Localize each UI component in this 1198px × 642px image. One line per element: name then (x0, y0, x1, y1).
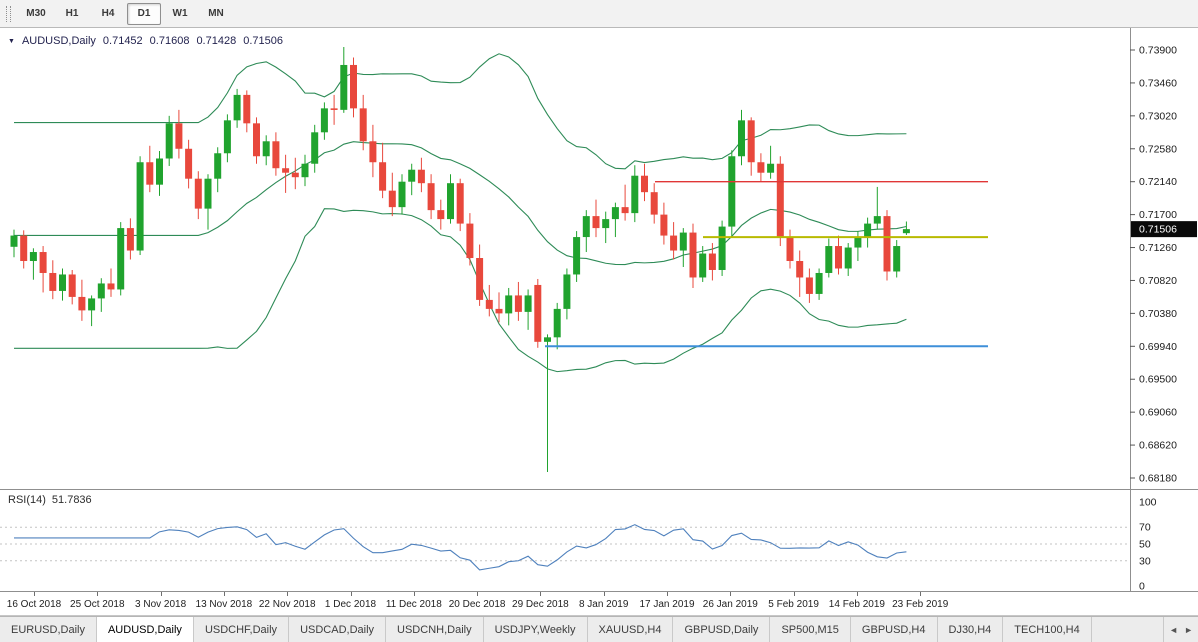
ohlc-low: 0.71428 (196, 35, 237, 47)
ohlc-close: 0.71506 (243, 35, 283, 47)
ohlc-high: 0.71608 (149, 35, 190, 47)
date-tick (477, 592, 479, 596)
date-axis[interactable]: 16 Oct 2018 25 Oct 2018 3 Nov 2018 13 Nov 2… (0, 592, 1198, 616)
rsi-value: 51.7836 (51, 494, 92, 506)
price-tick-label: 0.69500 (1139, 374, 1177, 386)
rsi-chart[interactable]: 100 70 50 30 0 (0, 490, 1198, 591)
symbol-tab-usdjpy-weekly[interactable]: USDJPY,Weekly (484, 617, 588, 642)
date-label: 20 Dec 2018 (448, 599, 506, 610)
rsi-line (14, 524, 907, 571)
symbol-tab-gbpusd-h4[interactable]: GBPUSD,H4 (851, 617, 938, 642)
date-label: 29 Dec 2018 (512, 599, 569, 610)
rsi-panel: 100 70 50 30 0 RSI(14) 51.7836 (0, 490, 1198, 592)
date-tick (413, 592, 415, 596)
rsi-scale-label: 50 (1139, 539, 1151, 551)
price-tick-label: 0.72140 (1139, 176, 1177, 188)
date-label: 23 Feb 2019 (892, 599, 949, 610)
price-tick-label: 0.69060 (1139, 407, 1177, 419)
price-tick-label: 0.70380 (1139, 308, 1177, 320)
date-tick (350, 592, 352, 596)
date-tick (730, 592, 732, 596)
symbol-tab-eurusd-daily[interactable]: EURUSD,Daily (0, 617, 97, 642)
symbol-tab-xauusd-h4[interactable]: XAUUSD,H4 (588, 617, 674, 642)
rsi-indicator-label: RSI(14) 51.7836 (8, 494, 92, 506)
symbol-tab-usdcad-daily[interactable]: USDCAD,Daily (289, 617, 387, 642)
chart-symbol-ohlc-line: ▼ AUDUSD,Daily 0.71452 0.71608 0.71428 0… (8, 35, 283, 47)
date-label: 5 Feb 2019 (768, 599, 819, 610)
symbol-tab-gbpusd-daily[interactable]: GBPUSD,Daily (673, 617, 771, 642)
date-label: 14 Feb 2019 (828, 599, 885, 610)
date-tick (540, 592, 542, 596)
timeframe-buttons: M30 H1 H4 D1 W1 MN (18, 2, 234, 25)
price-tick-label: 0.69940 (1139, 341, 1177, 353)
tabbar-scroll-left-icon[interactable]: ◄ (1169, 624, 1179, 635)
symbol-tabbar: EURUSD,Daily AUDUSD,Daily USDCHF,Daily USDC… (0, 616, 1198, 642)
rsi-scale-label: 30 (1139, 555, 1151, 567)
price-tick-label: 0.71700 (1139, 209, 1177, 221)
date-label: 3 Nov 2018 (135, 599, 187, 610)
date-tick (97, 592, 99, 596)
symbol-tab-usdchf-daily[interactable]: USDCHF,Daily (194, 617, 290, 642)
price-tick-label: 0.73900 (1139, 45, 1177, 57)
current-price-tag: 0.71506 (1131, 221, 1197, 238)
timeframe-button-h1[interactable]: H1 (65, 8, 79, 19)
symbol-tab-usdcnh-daily[interactable]: USDCNH,Daily (386, 617, 484, 642)
date-tick (603, 592, 605, 596)
date-tick (793, 592, 795, 596)
symbol-tab-dj30-h4[interactable]: DJ30,H4 (938, 617, 1004, 642)
date-label: 22 Nov 2018 (258, 599, 316, 610)
price-tick-label: 0.70820 (1139, 275, 1177, 287)
date-tick (667, 592, 668, 596)
timeframe-button-mn[interactable]: MN (208, 8, 224, 19)
main-chart-panel: 0.73900 0.73460 0.73020 0.72580 0.72140 0.717… (0, 28, 1198, 490)
rsi-scale-label: 0 (1139, 581, 1145, 592)
candlestick-chart[interactable]: 0.73900 0.73460 0.73020 0.72580 0.72140 0.717… (0, 28, 1198, 489)
price-tick-label: 0.71260 (1139, 242, 1177, 254)
price-tick-label: 0.68620 (1139, 440, 1177, 452)
rsi-scale-label: 70 (1139, 522, 1151, 534)
price-tick-label: 0.73460 (1139, 77, 1177, 89)
date-tick (856, 592, 858, 596)
rsi-name: RSI(14) (8, 494, 46, 506)
timeframe-button-w1[interactable]: W1 (172, 8, 188, 19)
chart-symbol-label: AUDUSD,Daily (21, 35, 96, 47)
tabbar-scroll-right-icon[interactable]: ► (1184, 624, 1193, 635)
date-label: 1 Dec 2018 (324, 599, 377, 610)
symbol-tab-audusd-daily[interactable]: AUDUSD,Daily (96, 617, 194, 642)
timeframe-button-h4[interactable]: H4 (101, 8, 115, 19)
price-tick-label: 0.68180 (1139, 473, 1177, 485)
date-tick (223, 592, 225, 596)
candles (10, 47, 910, 473)
date-tick (920, 592, 922, 596)
svg-text:0.71506: 0.71506 (1139, 224, 1177, 236)
price-tick-label: 0.72580 (1139, 143, 1177, 155)
timeframe-button-m30[interactable]: M30 (26, 8, 46, 19)
symbol-tab-list: EURUSD,Daily AUDUSD,Daily USDCHF,Daily USDC… (0, 617, 1092, 642)
symbol-dropdown-icon: ▼ (8, 37, 15, 45)
date-tick (160, 592, 162, 596)
date-label: 11 Dec 2018 (385, 599, 442, 610)
timeframe-toolbar: M30 H1 H4 D1 W1 MN (0, 0, 1198, 28)
date-label: 8 Jan 2019 (578, 599, 629, 610)
date-tick (287, 592, 289, 596)
date-label: 26 Jan 2019 (702, 599, 758, 610)
price-tick-label: 0.73020 (1139, 110, 1177, 122)
tabbar-scroll-arrows: ◄ ► (1163, 617, 1198, 642)
bollinger-bands (14, 53, 907, 373)
date-label: 25 Oct 2018 (70, 599, 125, 610)
toolbar-grip[interactable] (6, 5, 11, 22)
date-label: 17 Jan 2019 (639, 599, 695, 610)
symbol-tab-sp500-m15[interactable]: SP500,M15 (770, 617, 851, 642)
symbol-tab-tech100-h4[interactable]: TECH100,H4 (1003, 617, 1092, 642)
rsi-scale-label: 100 (1139, 497, 1157, 509)
ohlc-open: 0.71452 (102, 35, 143, 47)
date-label: 13 Nov 2018 (195, 599, 253, 610)
date-tick (34, 592, 35, 596)
timeframe-button-d1[interactable]: D1 (127, 2, 161, 25)
date-label: 16 Oct 2018 (6, 599, 62, 610)
